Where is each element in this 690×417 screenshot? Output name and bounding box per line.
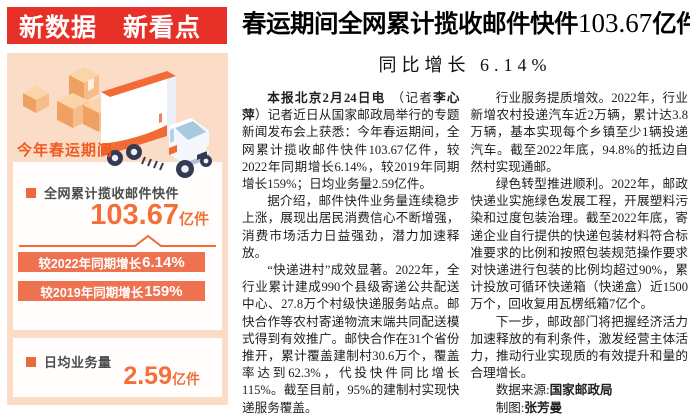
badge-2022-prefix: 较2022年同期增长 — [38, 256, 142, 271]
bullet-square-icon — [26, 356, 36, 367]
growth-caret-line-icon — [19, 234, 216, 247]
article-columns: 本报北京2月24日电 （记者李心萍）记者近日从国家邮政局举行的专题新闻发布会上获悉… — [242, 90, 688, 417]
byline-open: （记者 — [391, 91, 434, 105]
data-source-line: 数据来源:国家邮政局 — [471, 382, 689, 399]
article-column-2: 行业服务提质增效。2022年，行业新增农村投递汽车近2万辆，累计达3.8万辆，基… — [471, 90, 689, 417]
article-column-1: 本报北京2月24日电 （记者李心萍）记者近日从国家邮政局举行的专题新闻发布会上获悉… — [242, 90, 460, 417]
daily-volume-panel: 日均业务量 2.59 亿件 — [13, 338, 222, 397]
dateline: 本报北京2月24日电 — [267, 91, 386, 105]
paragraph: 行业服务提质增效。2022年，行业新增农村投递汽车近2万辆，累计达3.8万辆，基… — [470, 91, 689, 174]
source-value: 国家邮政局 — [549, 383, 613, 398]
daily-value-group: 2.59 亿件 — [123, 362, 200, 391]
infographic-card: 全网累计揽收邮件快件 103.67 亿件 较2022年同期增长 6.14% 较20… — [7, 53, 228, 405]
article: 春运期间全网累计揽收邮件快件103.67亿件 同比增长 6.14% 本报北京2月… — [242, 6, 690, 417]
daily-label-row: 日均业务量 — [26, 352, 112, 371]
truck-icon — [101, 71, 212, 178]
headline-number: 103.67 — [578, 8, 653, 38]
total-label-row: 全网累计揽收邮件快件 — [26, 183, 179, 202]
subtitle: 同比增长 6.14% — [378, 55, 552, 75]
paragraph: 绿色转型推进顺利。2022年，邮政快递业实施绿色发展工程，开展塑料污染和过度包装… — [470, 177, 689, 312]
total-value: 103.67 — [90, 199, 179, 231]
lead-paragraph: 本报北京2月24日电 （记者李心萍）记者近日从国家邮政局举行的专题新闻发布会上获悉… — [242, 90, 460, 193]
total-unit: 亿件 — [178, 211, 209, 228]
banner-label: 新数据 新看点 — [19, 13, 202, 42]
period-label: 今年春运期间 — [17, 142, 114, 159]
daily-value: 2.59 — [123, 362, 172, 390]
badge-2022-value: 6.14% — [142, 253, 185, 271]
credit-line: 制图:张芳曼 — [471, 400, 689, 417]
badge-vs-2022: 较2022年同期增长 6.14% — [18, 252, 205, 272]
total-volume-panel: 全网累计揽收邮件快件 103.67 亿件 较2022年同期增长 6.14% 较20… — [13, 162, 222, 330]
bullet-square-icon — [26, 187, 36, 198]
credit-value: 张芳曼 — [524, 400, 563, 415]
headline-text: 春运期间全网累计揽收邮件快件 — [242, 11, 579, 38]
paragraph: 据介绍，邮件快件业务量连续稳步上涨，展现出居民消费信心不断增强，消费市场活力日益… — [242, 194, 460, 260]
daily-unit: 亿件 — [172, 371, 200, 387]
badge-vs-2019: 较2019年同期增长 159% — [18, 281, 205, 301]
headline: 春运期间全网累计揽收邮件快件103.67亿件 — [242, 6, 690, 42]
paragraph: 下一步，邮政部门将把握经济活力加速释放的有利条件，激发经营主体活力，推动行业实现… — [470, 314, 689, 381]
reporter-name: 李心萍 — [242, 91, 460, 123]
lead-rest: ）记者近日从国家邮政局举行的专题新闻发布会上获悉：今年春运期间，全网累计揽收邮件… — [242, 108, 460, 192]
credit-label: 制图: — [495, 400, 525, 415]
source-label: 数据来源: — [495, 383, 550, 398]
delivery-truck-illustration — [23, 67, 212, 178]
total-label: 全网累计揽收邮件快件 — [44, 186, 180, 201]
headline-unit: 亿件 — [652, 11, 690, 38]
daily-label: 日均业务量 — [44, 355, 112, 370]
total-value-group: 103.67 亿件 — [90, 199, 209, 232]
badge-2019-value: 159% — [144, 282, 183, 300]
badge-2019-prefix: 较2019年同期增长 — [40, 285, 144, 300]
section-banner: 新数据 新看点 — [7, 7, 227, 44]
paragraph: “快递进村”成效显著。2022年，全行业累计建成990个县级寄递公共配送中心、2… — [242, 263, 460, 415]
